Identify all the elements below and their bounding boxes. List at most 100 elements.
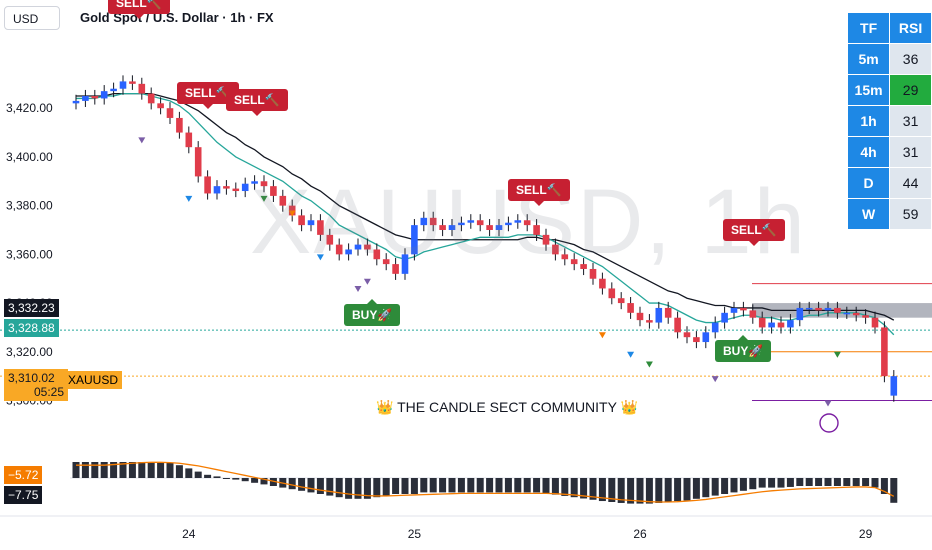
oscillator-bar [138,462,146,478]
signal-triangle [260,195,268,202]
rsi-row: 5m 36 [846,43,932,75]
oscillator-bar [730,478,738,493]
candle-body [91,96,99,99]
oscillator-bar [580,478,588,499]
oscillator-bar [721,478,729,494]
oscillator-bar [843,478,851,486]
oscillator-bar [222,478,230,479]
ema-fast-line [76,92,895,336]
candle-body [683,332,691,338]
candle-body [476,220,484,226]
candle-body [730,307,738,313]
candle-body [270,186,277,196]
oscillator-bar [204,474,212,478]
candle-body [599,278,606,289]
candle-body [232,188,240,192]
candle-body [843,312,851,315]
candle-body [646,320,653,323]
oscillator-bar [655,478,663,503]
candle-body [129,81,136,84]
rsi-value: 31 [889,105,932,137]
oscillator-bar [683,478,691,501]
candle-body [420,217,428,226]
signal-triangle [711,376,719,383]
signal-triangle [627,351,635,358]
currency-selector[interactable]: USD [4,6,60,30]
candle-body [458,222,465,226]
candle-body [429,217,437,226]
y-tick-label: 3,380.00 [6,199,53,213]
signal-triangle [354,286,362,293]
oscillator-bar [645,478,653,504]
candle-body [260,181,268,187]
candle-body [345,249,352,255]
oscillator-bar [382,478,390,496]
oscillator-bar [448,478,456,493]
oscillator-bar [561,478,569,496]
rsi-row: 1h 31 [846,105,932,137]
rsi-header-tf: TF [846,12,891,44]
candle-body [777,322,785,328]
candle-body [176,117,183,133]
oscillator-bar [298,478,306,491]
oscillator-bar [542,478,550,494]
signal-triangle [833,351,841,358]
candle-body [392,264,399,274]
candle-body [523,220,531,226]
oscillator-bar [392,478,400,494]
candle-body [580,264,587,269]
oscillator-bar [852,478,860,486]
oscillator-bar [824,478,832,486]
rsi-row: 4h 31 [846,136,932,168]
oscillator-hist-label: −7.75 [4,486,43,504]
candle-body [204,176,211,194]
rsi-header-rsi: RSI [889,12,932,44]
oscillator-bar [91,462,99,478]
candle-body [486,225,493,230]
candle-body [768,322,775,328]
oscillator-bar [260,478,268,485]
buy-signal: BUY🚀 [344,299,401,326]
candle-body [627,303,634,313]
oscillator-bar [702,478,710,498]
rsi-table-header: TF RSI [846,12,932,44]
sell-signal: SELL🔨 [226,89,288,116]
candle-body [542,234,550,245]
community-banner: 👑 THE CANDLE SECT COMMUNITY 👑 [376,399,639,415]
signal-triangle [598,332,606,339]
candle-body [241,183,249,192]
candle-body [448,225,456,230]
rsi-timeframe: 15m [846,74,891,106]
oscillator-bar [335,478,343,498]
candle-body [561,254,569,260]
oscillator-bar [589,478,597,500]
candle-body [815,307,822,311]
sell-signal: SELL🔨 [508,179,570,206]
oscillator-bar [110,462,118,478]
candle-body [608,288,616,299]
rsi-value: 31 [889,136,932,168]
oscillator-bar [81,462,89,478]
signal-triangle [288,210,296,217]
last-price-value: 3,310.02 [8,371,55,385]
x-tick-label: 24 [182,527,196,541]
candle-body [298,215,305,226]
candle-body [72,100,80,104]
candle-body [834,307,841,313]
oscillator-bar [157,462,165,478]
x-tick-label: 26 [633,527,647,541]
candle-body [138,83,146,94]
candle-body [674,317,681,333]
candle-body [373,249,381,260]
candle-body [796,307,804,321]
candle-body [664,307,672,318]
oscillator-signal-line [76,461,895,503]
oscillator-bar [805,478,813,486]
oscillator-bar [72,462,80,478]
candle-body [505,222,512,226]
signal-triangle [185,195,193,202]
rsi-value: 29 [889,74,932,106]
oscillator-bar [664,478,672,502]
candle-body [326,234,334,245]
